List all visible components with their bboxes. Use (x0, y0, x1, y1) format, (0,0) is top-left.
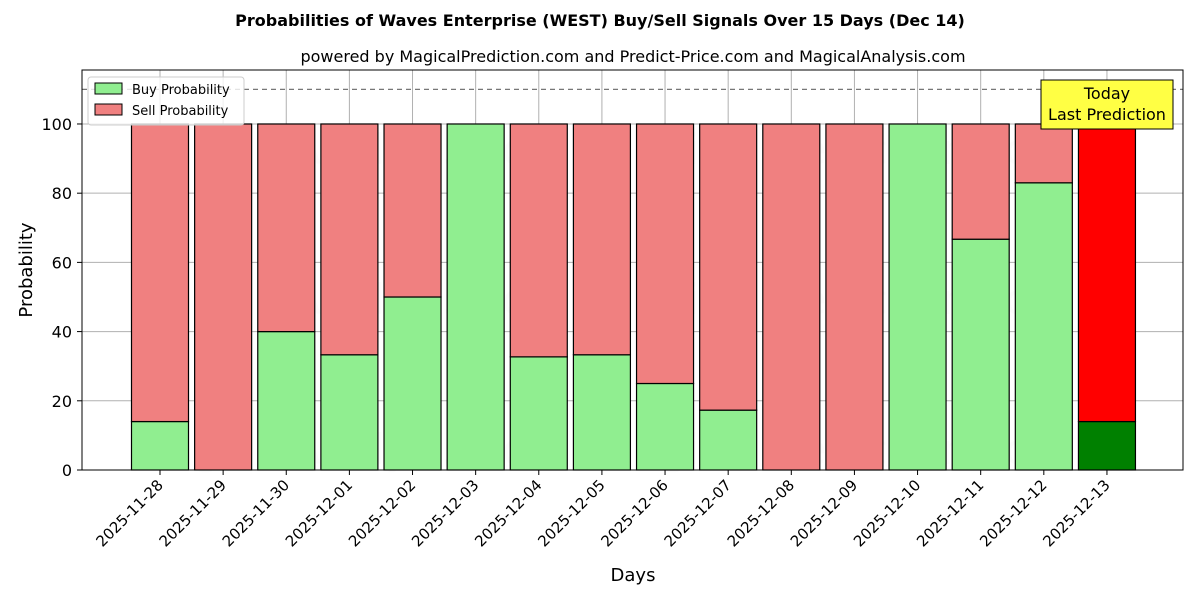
bar-sell (572, 123, 632, 356)
bar-sell (951, 123, 1010, 240)
y-tick-label: 40 (52, 323, 72, 342)
x-tick-label: 2025-12-10 (850, 476, 924, 550)
x-tick-label: 2025-12-13 (1039, 476, 1113, 550)
chart-title: Probabilities of Waves Enterprise (WEST)… (235, 11, 965, 30)
bar-buy (130, 420, 190, 471)
bar-buy (635, 382, 695, 471)
bar-sell (699, 123, 758, 411)
bar-sell (257, 123, 316, 333)
y-tick-label: 80 (52, 184, 72, 203)
bar-sell (383, 123, 442, 298)
bar-sell (825, 123, 884, 471)
legend-swatch-sell (94, 103, 123, 116)
y-tick-label: 60 (52, 253, 72, 272)
bar-buy (509, 356, 568, 471)
legend-swatch-buy (94, 82, 123, 95)
x-tick-label: 2025-12-12 (976, 476, 1050, 550)
x-tick-label: 2025-12-11 (913, 476, 987, 550)
bar-buy (1077, 420, 1137, 471)
x-tick-label: 2025-12-09 (787, 476, 861, 550)
x-tick-label: 2025-12-07 (661, 476, 735, 550)
legend-label-sell: Sell Probability (132, 104, 229, 119)
x-tick-label: 2025-12-06 (597, 476, 671, 550)
bar-buy (572, 354, 632, 471)
bar-sell (320, 123, 379, 356)
chart-subtitle: powered by MagicalPrediction.com and Pre… (300, 47, 965, 66)
bar-buy (320, 354, 379, 471)
x-tick-label: 2025-12-08 (724, 476, 798, 550)
x-tick-label: 2025-12-03 (408, 476, 482, 550)
y-tick-label: 100 (41, 115, 72, 134)
bar-sell (635, 123, 695, 385)
x-tick-label: 2025-12-05 (534, 476, 608, 550)
bar-buy (1014, 182, 1073, 471)
y-axis-label: Probability (16, 222, 37, 317)
x-tick-label: 2025-11-30 (219, 476, 293, 550)
plot-frame (81, 69, 1184, 471)
bar-sell (1077, 123, 1137, 423)
bar-sell (194, 123, 253, 471)
x-tick-label: 2025-12-02 (345, 476, 419, 550)
y-tick-label: 20 (52, 392, 72, 411)
bar-buy (383, 296, 442, 471)
annotation-line1: Today (1083, 84, 1130, 103)
x-axis-label: Days (611, 565, 656, 586)
x-tick-label: 2025-12-01 (282, 476, 356, 550)
bar-buy (446, 123, 505, 471)
bar-sell (130, 123, 190, 423)
legend-label-buy: Buy Probability (132, 83, 230, 98)
today-annotation: Today Last Prediction (1040, 79, 1174, 130)
bar-sell (509, 123, 568, 358)
y-tick-label: 0 (62, 461, 72, 480)
x-tick-label: 2025-11-28 (92, 476, 166, 550)
bar-buy (699, 409, 758, 471)
bar-buy (257, 330, 316, 471)
bar-buy (951, 238, 1010, 471)
x-tick-label: 2025-12-04 (471, 476, 545, 550)
bar-buy (888, 123, 947, 471)
annotation-line2: Last Prediction (1048, 105, 1166, 124)
bar-sell (1014, 123, 1073, 184)
x-tick-label: 2025-11-29 (156, 476, 230, 550)
legend: Buy Probability Sell Probability (87, 76, 245, 126)
bar-sell (762, 123, 821, 471)
